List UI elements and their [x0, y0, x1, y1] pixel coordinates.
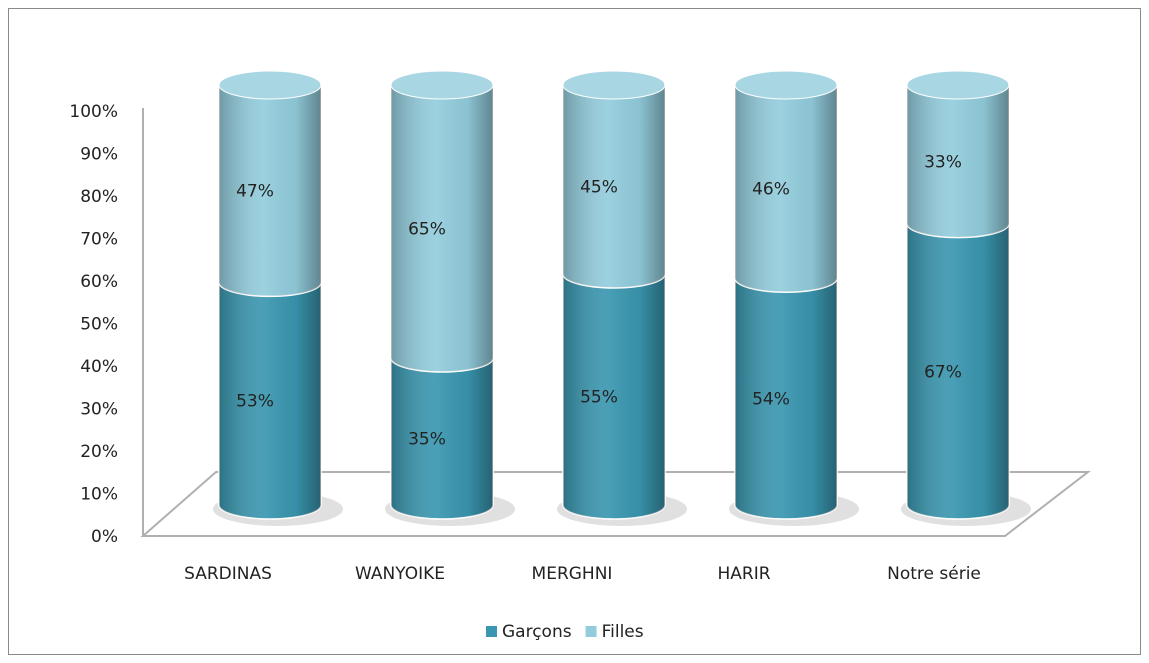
legend-swatch [585, 626, 597, 637]
cylinder-segment [734, 84, 838, 293]
floor [140, 471, 1091, 537]
value-label: 47% [236, 182, 274, 202]
y-tick-label: 60% [80, 272, 118, 292]
cylinder-segment [906, 222, 1010, 520]
value-label: 65% [408, 220, 446, 240]
y-tick-label: 20% [80, 442, 118, 462]
value-label: 55% [580, 388, 618, 408]
cylinder-top-shade [219, 71, 321, 99]
cylinder-top [390, 70, 494, 100]
cylinder-segment [390, 84, 494, 373]
y-tick-label: 80% [80, 187, 118, 207]
x-tick-label: HARIR [717, 564, 770, 584]
x-tick-label: WANYOIKE [355, 564, 445, 584]
y-tick-label: 0% [91, 527, 118, 547]
cylinder-top-shade [907, 71, 1009, 99]
bar-shading [907, 85, 1009, 238]
cylinder-segment [562, 84, 666, 289]
value-label: 33% [924, 152, 962, 172]
value-label: 45% [580, 178, 618, 198]
x-tick-label: MERGHNI [532, 564, 613, 584]
cylinder-top [734, 70, 838, 100]
y-tick-label: 50% [80, 315, 118, 335]
bar-shading [219, 282, 321, 519]
legend-label: Filles [602, 622, 644, 642]
y-tick-label: 40% [80, 357, 118, 377]
cylinder-segment [390, 357, 494, 520]
bar-shading [907, 223, 1009, 519]
value-label: 46% [752, 180, 790, 200]
bar-shading [735, 278, 837, 519]
cylinder-segment [734, 277, 838, 520]
bar-shading [219, 85, 321, 297]
cylinder-top-shade [735, 71, 837, 99]
bar-shading [735, 85, 837, 293]
cylinder-top-shade [391, 71, 493, 99]
cylinder-segment [218, 84, 322, 298]
legend-swatch [486, 626, 497, 637]
bar-shading [563, 274, 665, 519]
cylinder-segment [218, 281, 322, 520]
bar-shading [391, 358, 493, 519]
value-label: 35% [408, 430, 446, 450]
cylinder-top [218, 70, 322, 100]
bar-shading [391, 85, 493, 372]
legend-label: Garçons [502, 622, 572, 642]
cylinder-top [562, 70, 666, 100]
y-tick-label: 10% [80, 485, 118, 505]
value-label: 67% [924, 362, 962, 382]
cylinder-top-shade [563, 71, 665, 99]
y-tick-label: 70% [80, 230, 118, 250]
y-tick-label: 30% [80, 400, 118, 420]
value-label: 54% [752, 390, 790, 410]
x-tick-label: Notre série [887, 564, 981, 584]
cylinder-segment [562, 273, 666, 520]
bar-shading [563, 85, 665, 288]
value-label: 53% [236, 392, 274, 412]
cylinder-segment [906, 84, 1010, 239]
x-tick-label: SARDINAS [184, 564, 272, 584]
y-tick-label: 90% [80, 145, 118, 165]
y-tick-label: 100% [69, 102, 118, 122]
cylinder-top [906, 70, 1010, 100]
